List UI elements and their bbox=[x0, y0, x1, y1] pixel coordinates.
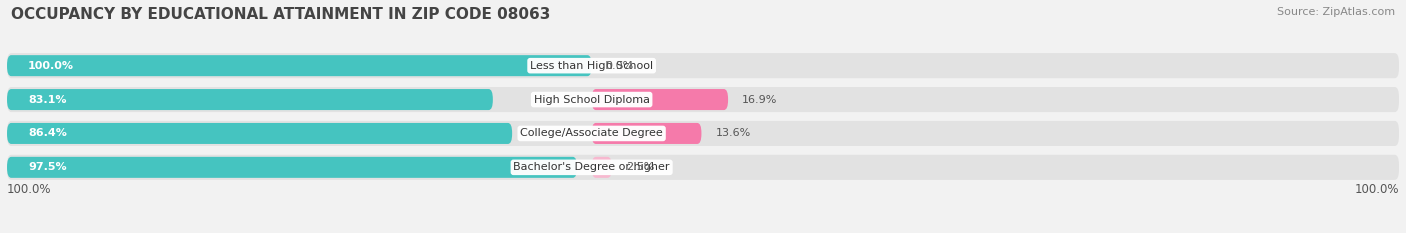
Text: 100.0%: 100.0% bbox=[1354, 183, 1399, 196]
FancyBboxPatch shape bbox=[7, 87, 1399, 112]
FancyBboxPatch shape bbox=[7, 123, 512, 144]
Text: Source: ZipAtlas.com: Source: ZipAtlas.com bbox=[1277, 7, 1395, 17]
FancyBboxPatch shape bbox=[592, 89, 728, 110]
Text: 97.5%: 97.5% bbox=[28, 162, 66, 172]
Text: High School Diploma: High School Diploma bbox=[534, 95, 650, 105]
Text: OCCUPANCY BY EDUCATIONAL ATTAINMENT IN ZIP CODE 08063: OCCUPANCY BY EDUCATIONAL ATTAINMENT IN Z… bbox=[11, 7, 551, 22]
FancyBboxPatch shape bbox=[7, 157, 576, 178]
FancyBboxPatch shape bbox=[7, 121, 1399, 146]
Text: 2.5%: 2.5% bbox=[626, 162, 654, 172]
FancyBboxPatch shape bbox=[592, 123, 702, 144]
Text: 100.0%: 100.0% bbox=[28, 61, 75, 71]
Text: 13.6%: 13.6% bbox=[716, 128, 751, 138]
FancyBboxPatch shape bbox=[592, 157, 612, 178]
FancyBboxPatch shape bbox=[7, 155, 1399, 180]
Text: College/Associate Degree: College/Associate Degree bbox=[520, 128, 664, 138]
FancyBboxPatch shape bbox=[7, 55, 592, 76]
Text: Less than High School: Less than High School bbox=[530, 61, 654, 71]
Text: 0.0%: 0.0% bbox=[606, 61, 634, 71]
FancyBboxPatch shape bbox=[7, 53, 1399, 78]
FancyBboxPatch shape bbox=[7, 89, 494, 110]
Text: 86.4%: 86.4% bbox=[28, 128, 66, 138]
Text: 16.9%: 16.9% bbox=[742, 95, 778, 105]
Text: 100.0%: 100.0% bbox=[7, 183, 52, 196]
Text: 83.1%: 83.1% bbox=[28, 95, 66, 105]
Text: Bachelor's Degree or higher: Bachelor's Degree or higher bbox=[513, 162, 669, 172]
